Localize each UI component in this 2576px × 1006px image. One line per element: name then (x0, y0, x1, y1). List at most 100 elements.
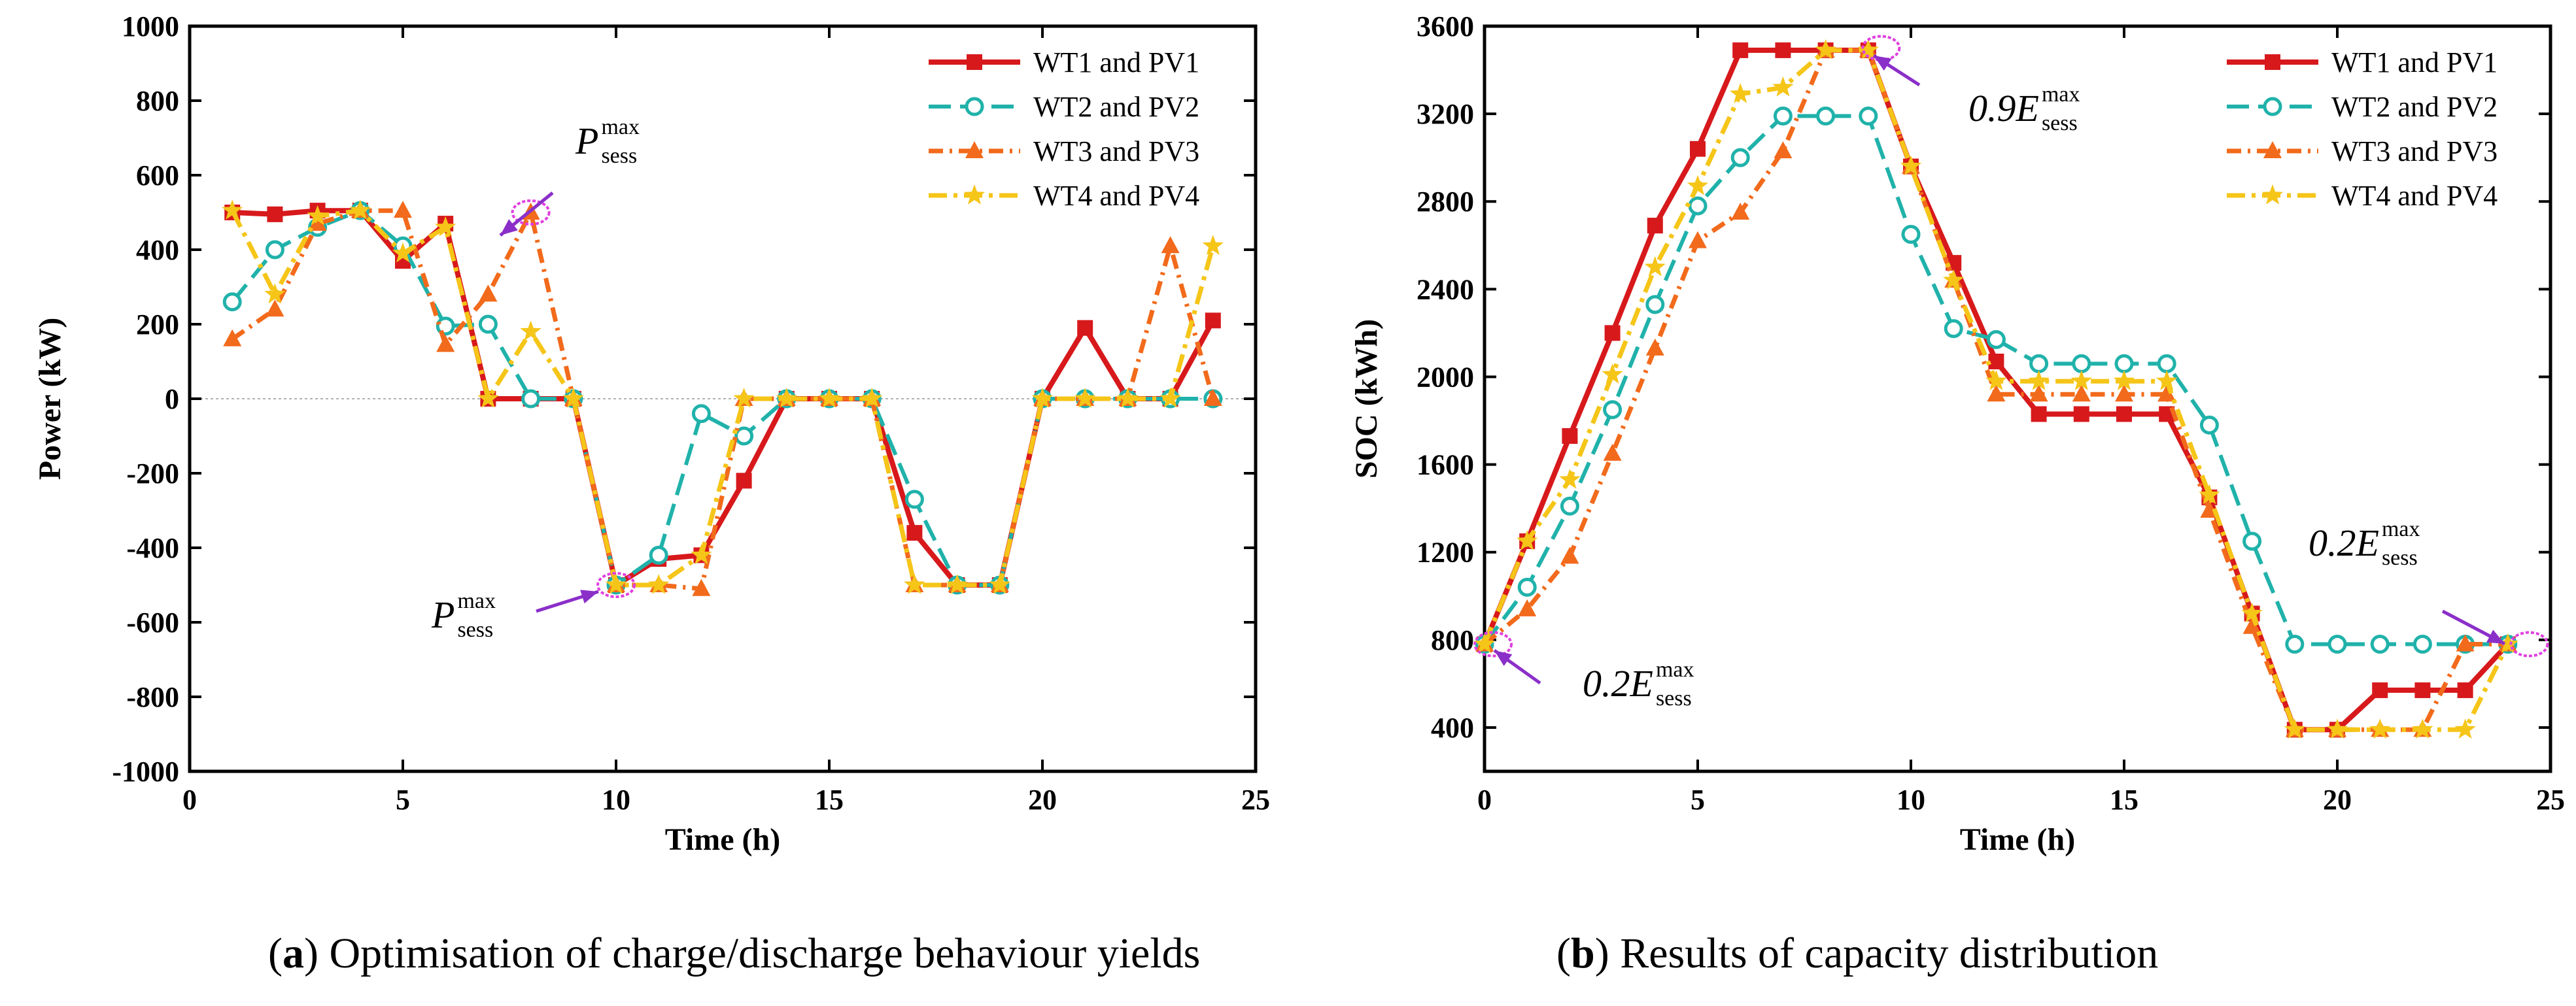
legend-label: WT2 and PV2 (1033, 91, 1199, 123)
data-point (2370, 635, 2390, 654)
annotation-sub: sess (601, 144, 637, 168)
caption-open: ( (268, 930, 283, 977)
legend-marker (963, 184, 986, 205)
legend-item-3: WT3 and PV3 (929, 135, 1199, 167)
caption-label: a (283, 930, 304, 977)
data-point (1775, 42, 1791, 58)
plot-frame (188, 24, 1258, 773)
annotation-main: 0.2E (1583, 662, 1653, 705)
data-point (691, 404, 711, 424)
y-axis-label: SOC (kWh) (1349, 319, 1384, 478)
data-point (1603, 400, 1623, 420)
annotation-main: 0.2E (2309, 522, 2379, 564)
data-point (906, 525, 923, 541)
legend-marker (967, 54, 982, 70)
annotation-text: 0.9E (1968, 87, 2039, 129)
data-point (1560, 546, 1579, 564)
highlight-marker (596, 572, 636, 598)
legend-marker (965, 97, 984, 116)
data-point (1161, 236, 1180, 254)
data-point (2241, 602, 2263, 623)
legend-item-4: WT4 and PV4 (2227, 180, 2498, 212)
data-point (1687, 175, 1709, 195)
data-point (2157, 354, 2176, 373)
annotation-3: 0.2E max sess (1473, 631, 1694, 711)
data-point (2072, 354, 2091, 373)
legend-item-3: WT3 and PV3 (2227, 135, 2498, 167)
data-point (1690, 141, 1706, 157)
legend-marker (2265, 54, 2280, 70)
data-point (989, 574, 1010, 594)
data-point (1943, 269, 1965, 290)
data-point (605, 574, 627, 594)
data-point (1773, 106, 1793, 126)
annotation-sup: max (457, 589, 496, 613)
annotation-arrowhead (1874, 56, 1892, 71)
data-point (692, 578, 711, 596)
highlight-marker (511, 199, 551, 226)
data-point (223, 329, 242, 346)
y-tick-label: 600 (136, 159, 179, 192)
legend-item-1: WT1 and PV1 (2227, 46, 2498, 78)
data-point (2285, 635, 2305, 654)
data-point (436, 316, 455, 336)
annotation-text: P (575, 120, 598, 162)
y-tick-label: 800 (136, 85, 179, 117)
x-tick-label: 20 (2323, 784, 2352, 816)
data-point (1944, 319, 1963, 339)
data-point (1688, 196, 1708, 216)
data-point (478, 314, 498, 334)
data-point (1730, 82, 1751, 103)
legend: WT1 and PV1 WT2 and PV2 WT3 and PV3 WT4 and… (2227, 46, 2498, 212)
series-4 (222, 199, 1224, 594)
caption-label: b (1571, 930, 1595, 977)
data-point (1473, 633, 1496, 654)
data-point (266, 299, 284, 317)
data-point (1559, 469, 1581, 489)
annotation-arrowhead (500, 219, 518, 235)
data-point (1117, 388, 1139, 408)
data-point (2029, 354, 2049, 373)
data-point (1730, 148, 1750, 167)
data-point (2242, 531, 2262, 551)
data-point (436, 335, 455, 352)
data-point (1205, 312, 1221, 329)
annotation-sup: max (2042, 82, 2080, 107)
legend: WT1 and PV1 WT2 and PV2 WT3 and PV3 WT4 and… (929, 46, 1199, 212)
data-point (818, 388, 840, 408)
data-point (2242, 616, 2261, 634)
data-point (2028, 370, 2050, 390)
data-point (2454, 718, 2476, 739)
y-tick-label: -800 (126, 681, 179, 713)
caption-text: Optimisation of charge/discharge behavio… (318, 930, 1200, 977)
data-point (222, 199, 243, 220)
y-axis-label: Power (kW) (33, 318, 67, 480)
data-point (1604, 325, 1621, 341)
data-point (1816, 106, 1836, 126)
annotation-sub: sess (457, 618, 493, 642)
y-tick-label: -400 (126, 532, 179, 564)
annotation-text: 0.2E (1583, 662, 1653, 705)
legend-item-2: WT2 and PV2 (2227, 91, 2498, 123)
x-tick-label: 10 (602, 784, 630, 816)
data-point (1077, 320, 1093, 336)
data-point (1517, 577, 1537, 597)
annotation-main: P (431, 594, 455, 636)
data-point (479, 284, 498, 302)
data-point (1074, 388, 1096, 408)
data-point (1202, 235, 1224, 256)
x-tick-label: 20 (1028, 784, 1057, 816)
legend-label: WT3 and PV3 (2331, 135, 2498, 167)
caption-close: ) (1595, 930, 1609, 977)
data-point (946, 574, 968, 594)
data-point (1731, 203, 1750, 220)
data-point (2326, 718, 2348, 739)
x-tick-label: 5 (1691, 784, 1705, 816)
annotation-main: 0.9E (1968, 87, 2039, 129)
x-tick-label: 0 (1477, 784, 1492, 816)
annotation-text: P (431, 594, 455, 636)
data-point (2414, 682, 2431, 698)
data-point (1603, 443, 1622, 461)
annotation-2: 0.2E max sess (2309, 517, 2549, 658)
